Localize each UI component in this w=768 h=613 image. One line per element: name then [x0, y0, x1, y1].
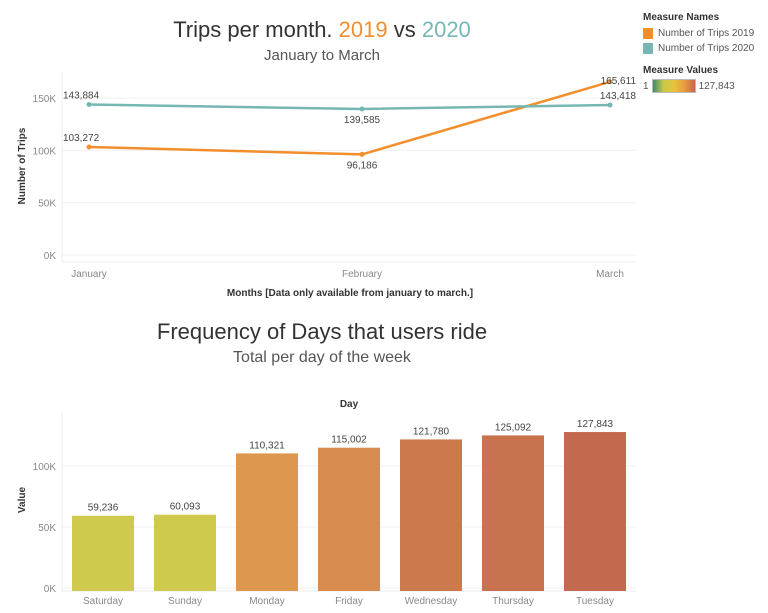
legend-swatch: [643, 43, 653, 54]
bar-friday: [318, 447, 380, 591]
color-gradient: [651, 79, 696, 93]
y-tick-label: 50K: [38, 523, 56, 534]
data-label: 143,418: [600, 91, 637, 102]
x-tick-label: Thursday: [492, 596, 534, 607]
x-tick-label: Monday: [249, 596, 285, 607]
x-tick-label: Sunday: [168, 596, 202, 607]
series-line-2020: [88, 103, 611, 111]
line-chart-x-label: Months [Data only available from january…: [227, 288, 473, 299]
bar-value-label: 115,002: [331, 435, 367, 446]
data-point: [607, 79, 613, 85]
data-label: 165,611: [601, 76, 637, 87]
x-tick-label: Wednesday: [405, 596, 458, 607]
y-tick-label: 100K: [33, 146, 57, 157]
bar-chart-subtitle: Total per day of the week: [233, 349, 412, 366]
data-label: 96,186: [347, 160, 378, 171]
bar-saturday: [72, 515, 134, 591]
bar-wednesday: [400, 439, 462, 591]
line-chart-subtitle: January to March: [264, 47, 380, 64]
bar-value-label: 121,780: [413, 426, 450, 437]
measure-values-title: Measure Values: [643, 65, 719, 76]
bar-chart-y-label: Value: [17, 487, 28, 514]
color-scale-min: 1: [643, 80, 649, 92]
bar-value-label: 60,093: [170, 502, 201, 513]
y-tick-label: 0K: [44, 584, 57, 595]
bar-value-label: 125,092: [495, 422, 532, 433]
data-point: [359, 106, 365, 112]
y-tick-label: 50K: [38, 199, 56, 210]
bar-tuesday: [564, 432, 626, 591]
bar-thursday: [482, 435, 544, 591]
x-tick-label: Friday: [335, 596, 363, 607]
bar-chart-x-label: Day: [340, 399, 359, 410]
x-tick-label: March: [596, 269, 624, 280]
legend-item-2020[interactable]: Number of Trips 2020: [643, 41, 754, 56]
bar-value-label: 127,843: [577, 419, 614, 430]
day-frequency-chart: Frequency of Days that users ride Total …: [17, 319, 636, 607]
bar-value-label: 59,236: [88, 503, 119, 514]
bar-value-label: 110,321: [249, 440, 285, 451]
legend: Measure Names Number of Trips 2019 Numbe…: [643, 12, 754, 93]
legend-swatch: [643, 28, 653, 39]
data-point: [359, 151, 365, 157]
bar-sunday: [154, 514, 216, 591]
line-chart-y-label: Number of Trips: [17, 127, 28, 204]
data-label: 143,884: [63, 90, 100, 101]
y-tick-label: 100K: [33, 462, 57, 473]
x-tick-label: Saturday: [83, 596, 123, 607]
legend-item-2019[interactable]: Number of Trips 2019: [643, 26, 754, 41]
color-scale: 1 127,843: [643, 79, 754, 93]
data-label: 139,585: [344, 115, 381, 126]
trips-per-month-chart: Trips per month. 2019 vs 2020 January to…: [17, 17, 636, 299]
line-chart-title: Trips per month. 2019 vs 2020: [173, 17, 471, 42]
measure-names-title: Measure Names: [643, 12, 720, 23]
legend-label: Number of Trips 2019: [658, 28, 755, 39]
y-tick-label: 150K: [33, 94, 57, 105]
y-tick-label: 0K: [44, 251, 57, 262]
bar-monday: [236, 453, 298, 591]
x-tick-label: Tuesday: [576, 596, 614, 607]
data-point: [607, 102, 613, 108]
x-tick-label: February: [342, 269, 382, 280]
data-point: [86, 144, 92, 150]
color-scale-max: 127,843: [698, 80, 735, 92]
data-point: [86, 101, 92, 107]
x-tick-label: January: [71, 269, 107, 280]
legend-label: Number of Trips 2020: [658, 43, 755, 54]
bar-chart-title: Frequency of Days that users ride: [157, 319, 487, 344]
data-label: 103,272: [63, 133, 100, 144]
